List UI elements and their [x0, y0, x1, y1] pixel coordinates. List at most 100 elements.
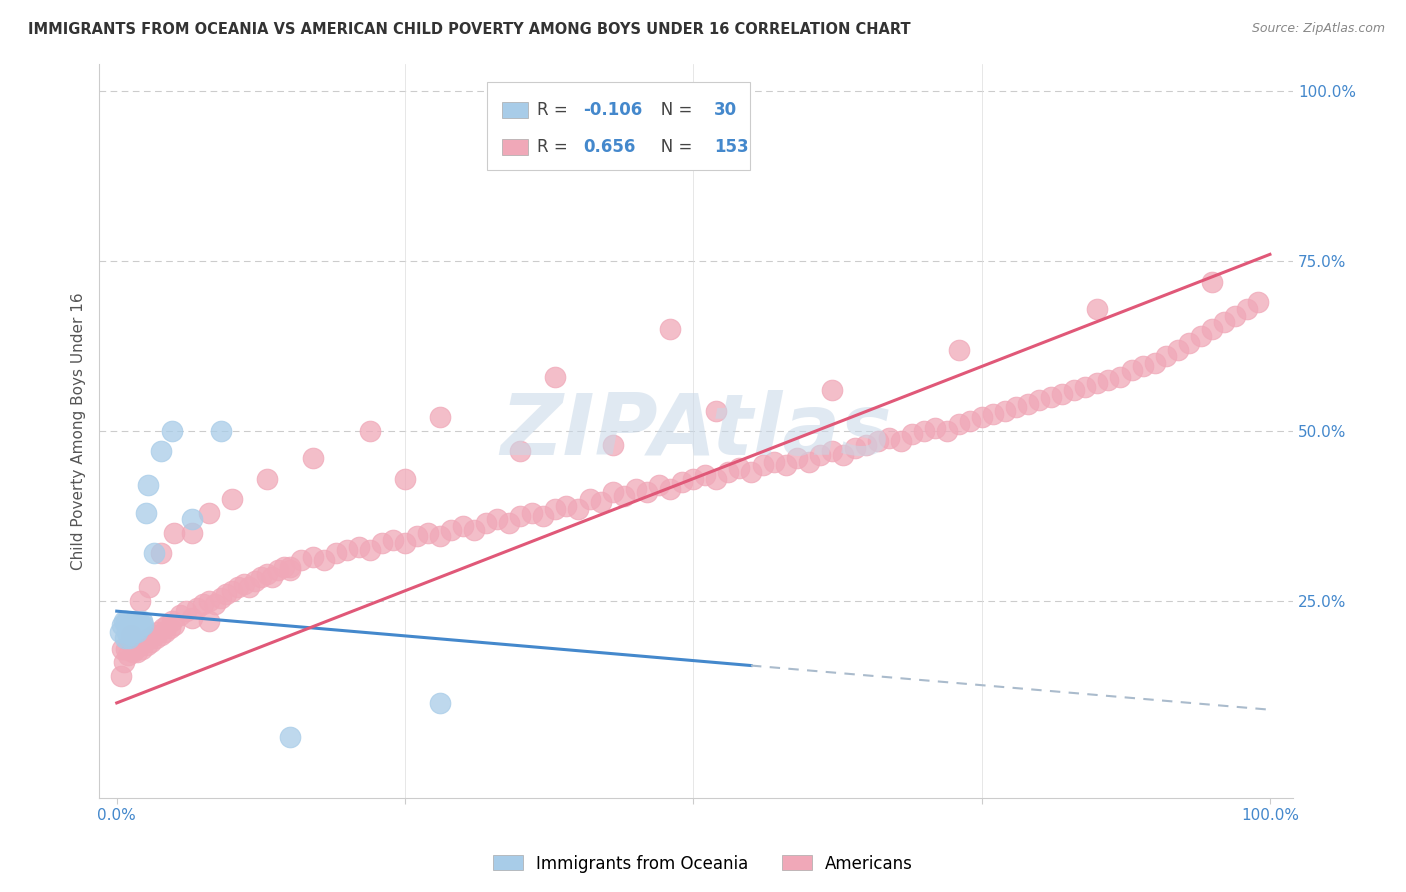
Bar — [502, 139, 527, 155]
Point — [114, 632, 136, 646]
Point — [371, 536, 394, 550]
Point — [267, 563, 290, 577]
Point — [1085, 376, 1108, 391]
Point — [122, 624, 145, 639]
Point — [912, 424, 935, 438]
Text: -0.106: -0.106 — [583, 102, 643, 120]
Point — [112, 655, 135, 669]
Point — [740, 465, 762, 479]
Point — [624, 482, 647, 496]
Point — [301, 549, 323, 564]
Bar — [502, 103, 527, 119]
Point — [142, 546, 165, 560]
Point — [122, 645, 145, 659]
Point — [763, 455, 786, 469]
Point — [693, 468, 716, 483]
Point — [659, 482, 682, 496]
Point — [132, 617, 155, 632]
Point — [262, 570, 284, 584]
Point — [221, 583, 243, 598]
Point — [440, 523, 463, 537]
Point — [122, 617, 145, 632]
Point — [127, 645, 149, 659]
Point — [659, 322, 682, 336]
Text: N =: N = — [645, 138, 697, 156]
Point — [134, 634, 156, 648]
Point — [1143, 356, 1166, 370]
Point — [160, 615, 183, 629]
Point — [180, 512, 202, 526]
Point — [198, 615, 221, 629]
Point — [498, 516, 520, 530]
Point — [160, 424, 183, 438]
Point — [948, 343, 970, 357]
Point — [429, 410, 451, 425]
Point — [128, 638, 150, 652]
Point — [121, 617, 143, 632]
Point — [602, 485, 624, 500]
Point — [1154, 349, 1177, 363]
Point — [122, 621, 145, 635]
Point — [706, 403, 728, 417]
Legend: Immigrants from Oceania, Americans: Immigrants from Oceania, Americans — [486, 848, 920, 880]
Point — [544, 502, 567, 516]
Point — [1017, 397, 1039, 411]
Point — [866, 434, 889, 449]
Point — [198, 506, 221, 520]
Point — [159, 621, 181, 635]
Point — [613, 489, 636, 503]
Point — [1178, 335, 1201, 350]
Point — [786, 451, 808, 466]
Point — [127, 624, 149, 639]
Point — [1085, 301, 1108, 316]
Point — [256, 472, 278, 486]
Point — [682, 472, 704, 486]
Point — [394, 472, 416, 486]
Point — [1132, 359, 1154, 374]
Point — [273, 560, 295, 574]
Point — [163, 526, 186, 541]
Point — [209, 591, 232, 605]
Point — [204, 598, 226, 612]
Point — [429, 529, 451, 543]
Point — [115, 615, 138, 629]
Point — [555, 499, 578, 513]
Point — [131, 615, 153, 629]
Point — [135, 638, 157, 652]
Point — [110, 669, 132, 683]
Point — [520, 506, 543, 520]
Point — [156, 617, 179, 632]
Text: ZIPAtlas: ZIPAtlas — [501, 390, 891, 473]
Text: R =: R = — [537, 138, 574, 156]
Point — [138, 580, 160, 594]
Point — [821, 444, 844, 458]
Point — [136, 478, 159, 492]
Point — [221, 491, 243, 506]
Text: Source: ZipAtlas.com: Source: ZipAtlas.com — [1251, 22, 1385, 36]
Point — [1039, 390, 1062, 404]
Point — [1236, 301, 1258, 316]
Point — [117, 621, 139, 635]
Point — [290, 553, 312, 567]
Point — [405, 529, 427, 543]
Point — [193, 598, 215, 612]
Point — [314, 553, 336, 567]
Text: 153: 153 — [714, 138, 749, 156]
Point — [648, 478, 671, 492]
Point — [232, 577, 254, 591]
Point — [128, 617, 150, 632]
Point — [128, 594, 150, 608]
Point — [108, 624, 131, 639]
Point — [169, 607, 191, 622]
Point — [359, 424, 381, 438]
Point — [359, 543, 381, 558]
Point — [602, 437, 624, 451]
Point — [474, 516, 496, 530]
FancyBboxPatch shape — [488, 82, 749, 170]
Point — [128, 621, 150, 635]
Point — [1189, 329, 1212, 343]
Point — [924, 420, 946, 434]
Point — [301, 451, 323, 466]
Point — [174, 604, 197, 618]
Point — [936, 424, 959, 438]
